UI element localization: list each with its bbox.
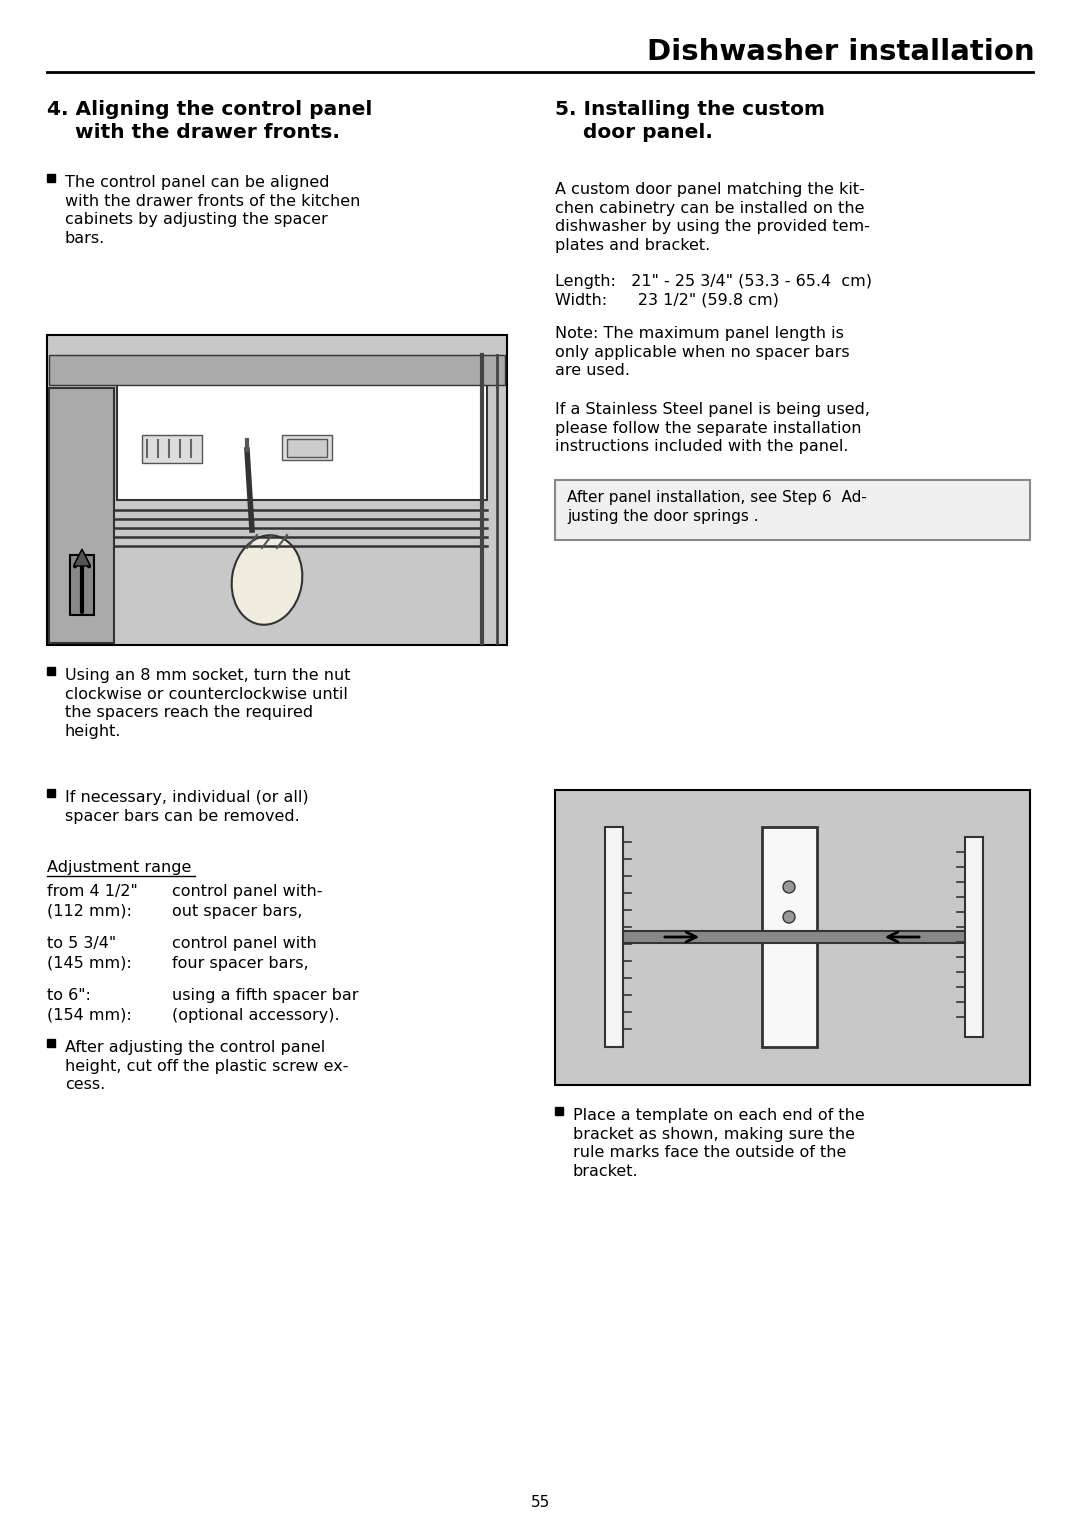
Text: 4. Aligning the control panel
    with the drawer fronts.: 4. Aligning the control panel with the d… <box>48 99 373 142</box>
Text: Length:   21" - 25 3/4" (53.3 - 65.4  cm)
Width:      23 1/2" (59.8 cm): Length: 21" - 25 3/4" (53.3 - 65.4 cm) W… <box>555 274 872 307</box>
Text: Dishwasher installation: Dishwasher installation <box>647 38 1035 66</box>
Circle shape <box>783 911 795 924</box>
Bar <box>555 480 1030 540</box>
Bar <box>555 790 1030 1086</box>
Text: from 4 1/2": from 4 1/2" <box>48 884 138 899</box>
Text: control panel with: control panel with <box>172 936 316 951</box>
Text: A custom door panel matching the kit-
chen cabinetry can be installed on the
dis: A custom door panel matching the kit- ch… <box>555 182 869 252</box>
Bar <box>70 555 94 615</box>
Bar <box>605 827 623 1047</box>
Bar <box>48 174 55 182</box>
Bar <box>141 434 202 463</box>
Text: control panel with-: control panel with- <box>172 884 323 899</box>
Text: (145 mm):: (145 mm): <box>48 956 132 971</box>
Text: (optional accessory).: (optional accessory). <box>172 1008 339 1023</box>
Text: to 6":: to 6": <box>48 988 91 1003</box>
Text: After panel installation, see Step 6  Ad-
justing the door springs .: After panel installation, see Step 6 Ad-… <box>567 489 867 524</box>
Text: (112 mm):: (112 mm): <box>48 904 132 919</box>
Text: If a Stainless Steel panel is being used,
please follow the separate installatio: If a Stainless Steel panel is being used… <box>555 402 870 454</box>
Text: (154 mm):: (154 mm): <box>48 1008 132 1023</box>
Bar <box>49 388 114 644</box>
Ellipse shape <box>231 535 302 625</box>
Text: 55: 55 <box>530 1495 550 1511</box>
Text: out spacer bars,: out spacer bars, <box>172 904 302 919</box>
Text: 5. Installing the custom
    door panel.: 5. Installing the custom door panel. <box>555 99 825 142</box>
Bar <box>282 434 332 460</box>
Bar <box>287 439 327 457</box>
Bar <box>555 1107 563 1115</box>
Text: to 5 3/4": to 5 3/4" <box>48 936 117 951</box>
Text: Place a template on each end of the
bracket as shown, making sure the
rule marks: Place a template on each end of the brac… <box>573 1109 865 1179</box>
Text: Adjustment range: Adjustment range <box>48 859 191 875</box>
Bar <box>49 355 505 385</box>
Text: using a fifth spacer bar: using a fifth spacer bar <box>172 988 359 1003</box>
Text: Using an 8 mm socket, turn the nut
clockwise or counterclockwise until
the space: Using an 8 mm socket, turn the nut clock… <box>65 668 351 739</box>
Bar <box>48 667 55 674</box>
Bar <box>615 931 970 943</box>
Text: The control panel can be aligned
with the drawer fronts of the kitchen
cabinets : The control panel can be aligned with th… <box>65 174 361 246</box>
Bar <box>48 1040 55 1047</box>
Text: Note: The maximum panel length is
only applicable when no spacer bars
are used.: Note: The maximum panel length is only a… <box>555 326 850 378</box>
Bar <box>966 836 983 1037</box>
Bar <box>117 370 487 500</box>
Text: After adjusting the control panel
height, cut off the plastic screw ex-
cess.: After adjusting the control panel height… <box>65 1040 349 1092</box>
Text: four spacer bars,: four spacer bars, <box>172 956 309 971</box>
Bar <box>762 827 816 1047</box>
Bar <box>48 789 55 797</box>
Bar <box>48 335 507 645</box>
Text: If necessary, individual (or all)
spacer bars can be removed.: If necessary, individual (or all) spacer… <box>65 790 309 824</box>
Circle shape <box>783 881 795 893</box>
